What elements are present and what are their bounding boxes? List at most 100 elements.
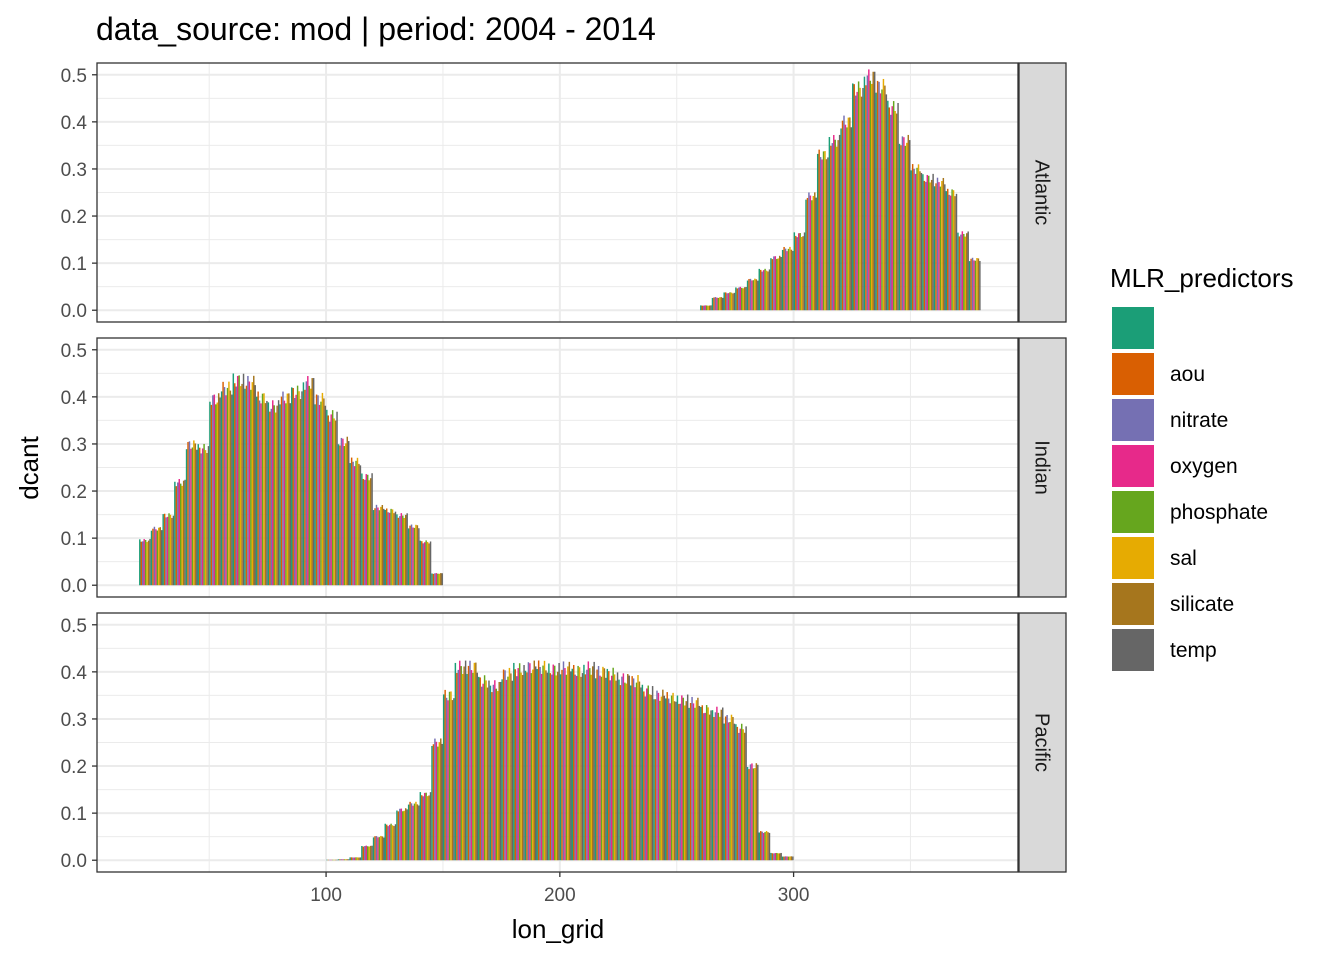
bar xyxy=(666,692,668,861)
bar xyxy=(254,385,256,586)
bar xyxy=(339,859,341,861)
bar xyxy=(390,823,392,861)
bar xyxy=(174,481,176,586)
bar xyxy=(834,139,836,311)
bar xyxy=(705,305,708,311)
bar xyxy=(890,114,892,311)
bar xyxy=(926,174,929,311)
bar xyxy=(434,573,436,586)
bar xyxy=(166,516,169,586)
bar xyxy=(694,707,696,861)
bar xyxy=(416,525,419,586)
bar xyxy=(533,660,536,861)
bar xyxy=(686,694,689,861)
bar xyxy=(757,764,759,861)
bar xyxy=(228,381,230,586)
bar xyxy=(764,268,766,311)
bar xyxy=(675,701,677,861)
bar xyxy=(295,394,297,586)
bar xyxy=(591,666,594,861)
bar xyxy=(742,729,744,861)
bar xyxy=(324,405,327,586)
bar xyxy=(156,530,159,586)
bar xyxy=(194,443,197,586)
bar xyxy=(292,388,294,586)
bar xyxy=(535,666,537,861)
bar xyxy=(494,680,496,861)
bar xyxy=(844,124,847,311)
bar xyxy=(606,668,609,861)
bar xyxy=(438,573,441,586)
bar xyxy=(415,524,417,586)
bar xyxy=(771,853,774,861)
bar xyxy=(397,517,400,586)
legend-key xyxy=(1112,445,1154,487)
bar xyxy=(951,189,953,311)
bar xyxy=(942,177,945,311)
facet-panels: 0.00.10.20.30.40.5Atlantic0.00.10.20.30.… xyxy=(61,62,1067,873)
bar xyxy=(307,376,309,586)
bar xyxy=(347,441,350,586)
bar xyxy=(558,662,560,861)
bar xyxy=(708,714,711,861)
bar xyxy=(383,508,385,586)
bar xyxy=(707,305,709,311)
bar xyxy=(787,248,790,311)
bar xyxy=(289,403,292,586)
bar xyxy=(979,260,981,311)
bar xyxy=(421,541,423,586)
bar xyxy=(780,256,782,311)
bar xyxy=(789,856,791,861)
bar xyxy=(701,705,704,861)
bar xyxy=(555,675,557,861)
bar xyxy=(217,393,220,586)
legend: MLR_predictors aou nitrate oxygen phosphate… xyxy=(1110,263,1294,671)
bar xyxy=(377,507,379,586)
bar xyxy=(805,199,807,311)
bar xyxy=(241,383,243,586)
bar xyxy=(752,280,755,311)
bar xyxy=(480,686,483,861)
bar xyxy=(179,483,182,586)
bar xyxy=(946,188,949,311)
bar xyxy=(236,375,239,586)
bar xyxy=(346,859,348,861)
facet-strip xyxy=(1018,337,1067,598)
legend-entries: aou nitrate oxygen phosphate sal silicate temp xyxy=(1112,307,1268,671)
bar xyxy=(717,297,720,311)
bar xyxy=(393,826,395,861)
bar xyxy=(743,287,746,311)
bar xyxy=(818,149,820,311)
legend-key xyxy=(1112,307,1154,349)
bar xyxy=(797,233,800,311)
bar xyxy=(343,446,346,586)
bar xyxy=(504,670,506,861)
bar xyxy=(714,297,717,311)
bar xyxy=(388,512,391,586)
bar xyxy=(783,246,785,311)
bar xyxy=(881,89,883,311)
bar xyxy=(258,400,261,586)
panel-pacific: 0.0 0.1 0.2 0.3 0.4 0.5 Pacific xyxy=(61,612,1067,873)
bar xyxy=(549,673,552,861)
bar xyxy=(378,510,381,586)
bar xyxy=(437,573,439,586)
bar xyxy=(637,675,639,861)
bar xyxy=(841,120,844,311)
bar xyxy=(792,856,794,861)
bar xyxy=(196,449,198,586)
bar xyxy=(419,792,422,861)
bar xyxy=(648,694,651,861)
bar xyxy=(464,660,467,861)
bar xyxy=(463,666,465,861)
bar xyxy=(499,681,502,861)
bar xyxy=(670,695,673,861)
bar xyxy=(337,859,340,861)
bar xyxy=(333,418,335,586)
bar xyxy=(628,675,630,861)
bar xyxy=(365,845,367,861)
bar xyxy=(742,288,744,311)
bar xyxy=(762,270,765,311)
y-tick-label: 0.0 xyxy=(61,301,87,322)
bar xyxy=(759,831,762,861)
